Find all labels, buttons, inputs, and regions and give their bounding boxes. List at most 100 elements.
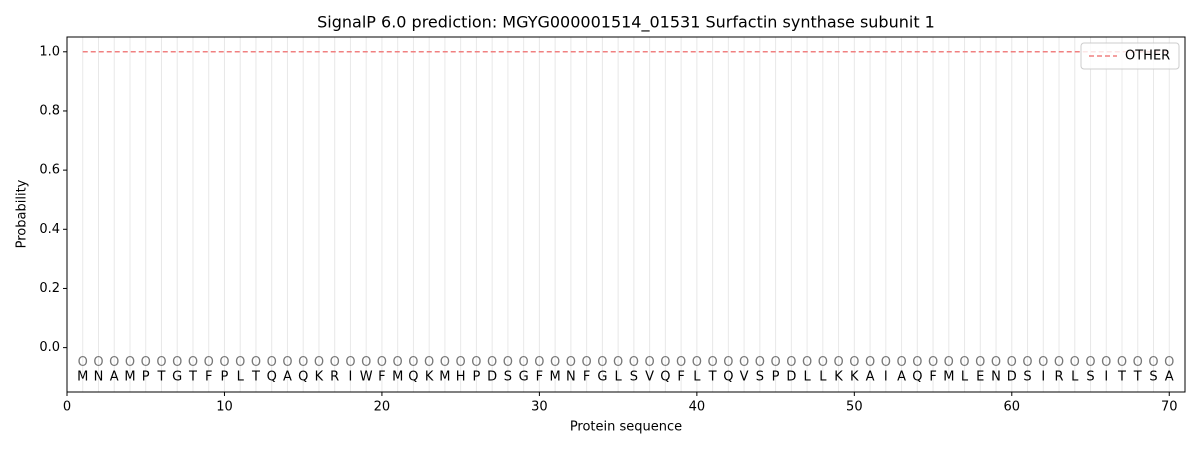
residue-label: T [1133,370,1142,385]
region-label: O [156,355,166,370]
y-axis-label: Probability [15,179,30,248]
region-label: O [802,355,812,370]
region-label: O [1133,355,1143,370]
residue-label: T [157,370,166,385]
residue-label: R [330,370,339,385]
region-label: O [881,355,891,370]
region-label: O [550,355,560,370]
residue-label: A [283,370,292,385]
region-label: O [975,355,985,370]
region-label: O [345,355,355,370]
residue-label: Q [267,370,277,385]
residue-label: H [456,370,466,385]
region-label: O [582,355,592,370]
residue-label: Q [408,370,418,385]
region-label: O [786,355,796,370]
region-label: O [298,355,308,370]
region-label: O [991,355,1001,370]
region-label: O [660,355,670,370]
region-label: O [519,355,529,370]
residue-label: E [976,370,984,385]
chart-title: SignalP 6.0 prediction: MGYG000001514_01… [317,13,935,33]
region-label: O [1101,355,1111,370]
region-label: O [959,355,969,370]
residue-label: V [740,370,749,385]
region-label: O [503,355,513,370]
residue-label: L [615,370,623,385]
region-label: O [78,355,88,370]
residue-label: M [124,370,135,385]
region-label: O [1022,355,1032,370]
residue-label: S [630,370,638,385]
residue-label: M [392,370,403,385]
residue-label: K [425,370,434,385]
residue-label: F [583,370,590,385]
residue-label: P [772,370,780,385]
residue-label: Q [298,370,308,385]
residue-label: G [519,370,529,385]
residue-label: I [1041,370,1045,385]
residue-label: L [961,370,969,385]
region-label: O [1164,355,1174,370]
plot-frame [66,36,1186,393]
residue-label: W [360,370,373,385]
region-label: O [1148,355,1158,370]
region-label: O [251,355,261,370]
residue-label: R [1055,370,1064,385]
residue-label: M [77,370,88,385]
y-tick-label: 0.8 [39,103,60,118]
residue-label: T [708,370,717,385]
region-label: O [912,355,922,370]
residue-label: Q [660,370,670,385]
region-label: O [330,355,340,370]
region-label: O [235,355,245,370]
region-label: O [755,355,765,370]
region-label: O [125,355,135,370]
residue-label: K [850,370,859,385]
residue-label: M [439,370,450,385]
residue-label: D [487,370,497,385]
region-label: O [1054,355,1064,370]
region-label: O [141,355,151,370]
residue-label: Q [723,370,733,385]
residue-label: T [251,370,260,385]
residue-label: I [1104,370,1108,385]
residue-label: F [205,370,212,385]
residue-label: I [884,370,888,385]
residue-label: S [504,370,512,385]
region-label: O [471,355,481,370]
residue-label: P [221,370,229,385]
residue-label: F [536,370,543,385]
legend-box [1080,42,1180,70]
region-label: O [188,355,198,370]
residue-label: D [1007,370,1017,385]
x-tick-label: 70 [1161,400,1178,415]
region-label: O [645,355,655,370]
residue-label: K [315,370,324,385]
residue-label: F [378,370,385,385]
residue-label: M [550,370,561,385]
residue-label: L [237,370,245,385]
residue-label: P [142,370,150,385]
residue-label: A [897,370,906,385]
region-label: O [282,355,292,370]
region-label: O [408,355,418,370]
residue-label: M [943,370,954,385]
legend-label: OTHER [1125,49,1170,64]
x-tick-label: 20 [374,400,391,415]
region-label: O [629,355,639,370]
region-label: O [849,355,859,370]
residue-label: P [472,370,480,385]
region-label: O [109,355,119,370]
y-tick-label: 0.4 [39,222,60,237]
region-label: O [1117,355,1127,370]
residue-label: S [1149,370,1157,385]
region-label: O [692,355,702,370]
x-axis-label: Protein sequence [570,420,682,435]
region-label: O [723,355,733,370]
region-label: O [172,355,182,370]
region-label: O [93,355,103,370]
region-label: O [487,355,497,370]
residue-label: L [1071,370,1079,385]
region-label: O [440,355,450,370]
